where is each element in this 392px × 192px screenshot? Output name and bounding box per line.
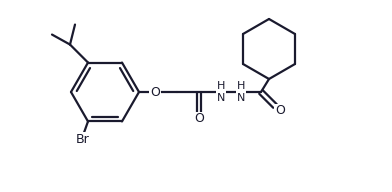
Text: O: O <box>194 113 204 126</box>
Text: H
N: H N <box>217 81 225 103</box>
Text: H
N: H N <box>237 81 245 103</box>
Text: O: O <box>150 85 160 98</box>
Text: Br: Br <box>76 133 90 146</box>
Text: O: O <box>275 104 285 118</box>
